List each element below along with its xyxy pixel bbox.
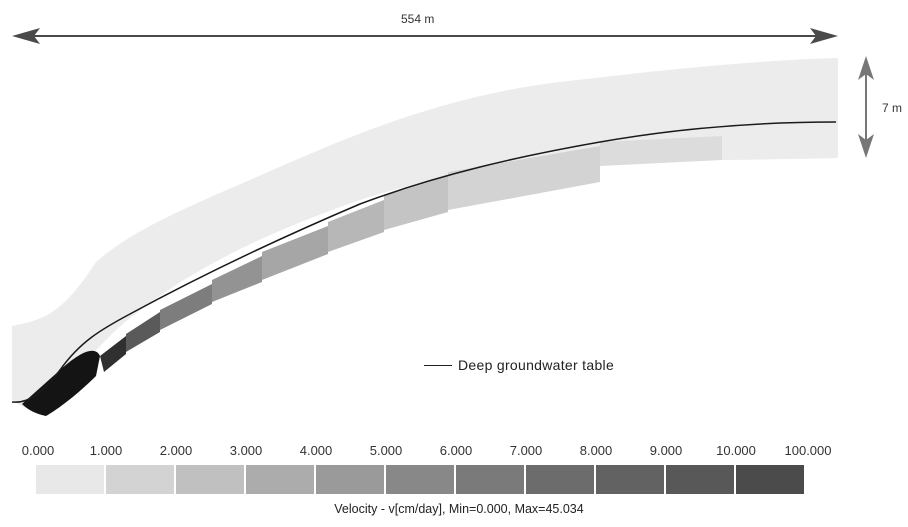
velocity-zone	[600, 136, 722, 166]
colorbar-swatch	[526, 465, 594, 494]
colorbar	[36, 465, 804, 494]
colorbar-swatch	[736, 465, 804, 494]
height-dimension-label: 7 m	[882, 101, 903, 115]
legend-label: Deep groundwater table	[458, 357, 615, 373]
velocity-zone	[100, 336, 126, 372]
width-dimension-label: 554 m	[401, 12, 435, 26]
colorbar-tick-label: 2.000	[159, 443, 193, 458]
colorbar-swatch	[386, 465, 454, 494]
colorbar-swatch	[456, 465, 524, 494]
velocity-zone	[126, 312, 160, 352]
colorbar-tick-label: 8.000	[579, 443, 613, 458]
cross-section-diagram	[11, 28, 874, 416]
colorbar-tick-label: 3.000	[229, 443, 263, 458]
groundwater-table-line	[11, 121, 837, 403]
colorbar-ticks: 0.000 1.000 2.000 3.000 4.000 5.000 6.000 7.000…	[0, 443, 908, 461]
width-dimension-arrow	[12, 28, 838, 44]
velocity-zones	[22, 136, 722, 416]
velocity-zone	[22, 350, 100, 416]
colorbar-tick-label: 1.000	[89, 443, 123, 458]
colorbar-caption: Velocity - v[cm/day], Min=0.000, Max=45.…	[334, 502, 584, 516]
colorbar-swatch	[106, 465, 174, 494]
colorbar-tick-label: 0.000	[21, 443, 55, 458]
colorbar-tick-label: 10.000	[716, 443, 756, 458]
colorbar-swatch	[36, 465, 104, 494]
velocity-zone	[384, 176, 448, 230]
colorbar-tick-label: 6.000	[439, 443, 473, 458]
colorbar-swatch	[246, 465, 314, 494]
colorbar-swatch	[316, 465, 384, 494]
velocity-zone	[262, 226, 328, 280]
velocity-zone	[160, 284, 212, 330]
velocity-zone	[212, 256, 262, 302]
colorbar-tick-label: 7.000	[509, 443, 543, 458]
colorbar-swatch	[666, 465, 734, 494]
colorbar-swatch	[176, 465, 244, 494]
height-dimension-arrow	[858, 56, 874, 158]
legend-line-swatch	[424, 364, 452, 366]
legend: Deep groundwater table	[424, 357, 614, 373]
velocity-zone	[448, 146, 600, 210]
colorbar-tick-label: 4.000	[299, 443, 333, 458]
colorbar-swatch	[596, 465, 664, 494]
colorbar-tick-label: 5.000	[369, 443, 403, 458]
velocity-zone	[328, 200, 384, 252]
colorbar-tick-label: 9.000	[649, 443, 683, 458]
colorbar-tick-label: 100.000	[784, 443, 832, 458]
